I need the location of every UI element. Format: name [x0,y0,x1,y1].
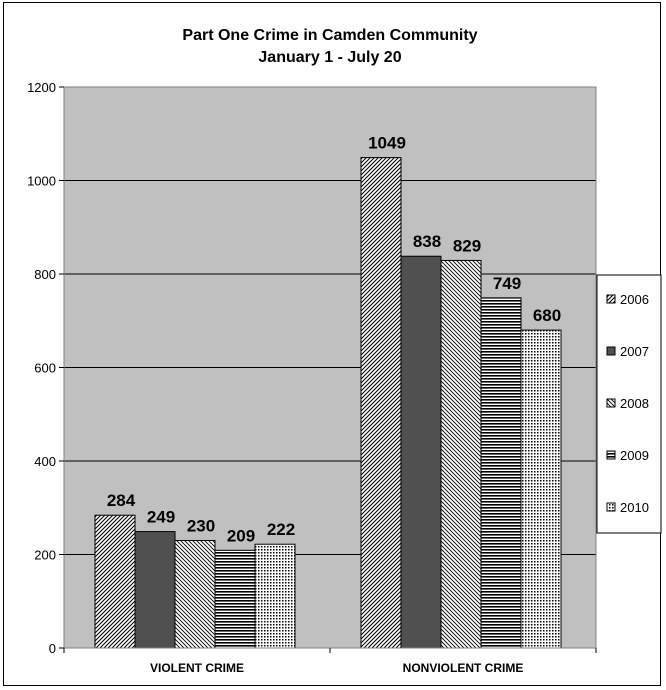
bar-2008-0 [174,539,216,649]
legend-swatch-2009 [606,450,616,460]
legend-swatch-2007 [606,346,616,356]
legend-label-2009: 2009 [620,448,649,463]
legend-label-2007: 2007 [620,344,649,359]
y-tick-label: 800 [34,267,56,282]
legend-label-2010: 2010 [620,500,649,515]
y-tick-label: 200 [34,548,56,563]
bar-2006-1 [360,157,402,649]
bar-2007-0 [134,531,176,649]
bar-2008-1 [440,259,482,649]
bar-2006-0 [94,514,136,649]
data-label-2009-0: 209 [227,526,255,545]
bar-2009-0 [214,549,256,649]
x-category-label: NONVIOLENT CRIME [403,661,524,675]
legend-label-2008: 2008 [620,396,649,411]
chart-title-line-2: January 1 - July 20 [258,49,401,66]
y-tick-label: 1000 [27,174,56,189]
legend: 2006 2007 2008 2009 2010 [596,274,662,534]
bars [94,157,562,649]
chart-title-line-1: Part One Crime in Camden Community [182,27,477,44]
data-label-2006-1: 1049 [368,134,406,153]
y-tick-label: 400 [34,454,56,469]
data-label-2009-1: 749 [493,274,521,293]
data-label-2010-0: 222 [267,520,295,539]
data-label-2008-1: 829 [453,236,481,255]
y-tick-label: 1200 [27,80,56,95]
legend-label-2006: 2006 [620,292,649,307]
y-axis-ticks: 0 200 400 600 800 1000 1200 [27,80,64,656]
data-label-2007-0: 249 [147,508,175,527]
legend-swatch-2010 [606,502,616,512]
y-tick-label: 0 [49,641,56,656]
bar-2010-1 [520,329,562,649]
data-label-2007-1: 838 [413,232,441,251]
bar-2010-0 [254,543,296,649]
x-category-label: VIOLENT CRIME [150,661,244,675]
bar-2007-1 [400,255,442,649]
data-label-2006-0: 284 [107,491,136,510]
x-axis-categories: VIOLENT CRIME NONVIOLENT CRIME [63,648,597,675]
data-label-2008-0: 230 [187,516,215,535]
y-tick-label: 600 [34,361,56,376]
legend-swatch-2008 [606,398,616,408]
bar-2009-1 [480,297,522,649]
data-labels: 284 1049 249 838 230 829 209 749 222 680 [107,134,561,546]
data-label-2010-1: 680 [533,306,561,325]
legend-swatch-2006 [606,294,616,304]
